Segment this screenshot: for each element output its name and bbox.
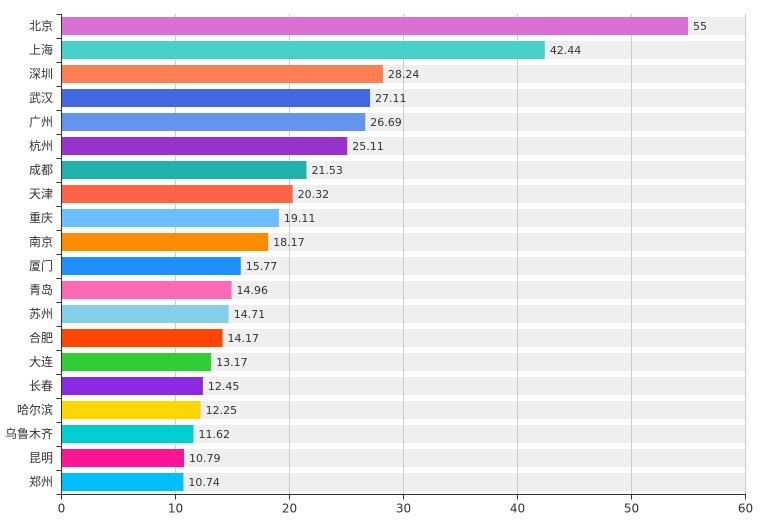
category-label: 乌鲁木齐 [5, 426, 53, 441]
x-tick-label: 40 [510, 502, 525, 516]
category-label: 重庆 [29, 211, 53, 225]
value-label: 10.79 [189, 452, 221, 465]
category-label: 南京 [29, 234, 53, 249]
bars-group [61, 17, 688, 491]
x-tick-label: 10 [168, 502, 183, 516]
x-tick-label: 50 [624, 502, 639, 516]
bar-合肥 [61, 329, 223, 347]
value-label: 10.74 [188, 476, 220, 489]
value-labels-group: 55 42.44 28.24 27.11 26.69 25.11 21.53 20.32 19.… [188, 20, 707, 489]
bar-上海 [61, 41, 545, 59]
category-label: 昆明 [29, 451, 53, 465]
value-label: 28.24 [388, 68, 420, 81]
category-label: 天津 [29, 187, 53, 201]
value-label: 20.32 [298, 188, 330, 201]
bar-苏州 [61, 305, 229, 323]
bar-乌鲁木齐 [61, 425, 194, 443]
category-label: 上海 [29, 42, 53, 57]
bar-天津 [61, 185, 293, 203]
category-label: 深圳 [29, 67, 53, 81]
value-label: 13.17 [216, 356, 248, 369]
value-label: 27.11 [375, 92, 407, 105]
category-label: 哈尔滨 [17, 402, 53, 417]
bar-南京 [61, 233, 269, 251]
category-label: 青岛 [29, 282, 53, 297]
y-axis: 北京上海深圳武汉广州杭州成都天津重庆南京厦门青岛苏州合肥大连长春哈尔滨乌鲁木齐昆… [5, 14, 62, 495]
category-label: 北京 [29, 19, 53, 33]
value-label: 14.96 [237, 284, 269, 297]
category-label: 长春 [29, 379, 53, 393]
grid-group [175, 14, 746, 494]
value-label: 15.77 [246, 260, 278, 273]
category-label: 广州 [29, 115, 53, 129]
category-label: 成都 [29, 163, 53, 177]
x-tick-label: 30 [396, 502, 411, 516]
bar-长春 [61, 377, 203, 395]
category-label: 杭州 [29, 138, 53, 153]
value-label: 11.62 [198, 428, 230, 441]
bar-成都 [61, 161, 307, 179]
value-label: 12.25 [206, 404, 238, 417]
x-axis: 0 10 20 30 40 50 60 [58, 494, 753, 516]
bar-青岛 [61, 281, 232, 299]
value-label: 18.17 [273, 236, 305, 249]
value-label: 12.45 [208, 380, 240, 393]
category-label: 苏州 [29, 307, 53, 321]
value-label: 14.71 [234, 308, 266, 321]
value-label: 21.53 [311, 164, 343, 177]
x-tick-label: 0 [58, 502, 66, 516]
bar-哈尔滨 [61, 401, 201, 419]
value-label: 25.11 [352, 140, 384, 153]
bar-广州 [61, 113, 366, 131]
bar-北京 [61, 17, 688, 35]
value-label: 42.44 [550, 44, 582, 57]
value-label: 14.17 [228, 332, 260, 345]
category-label: 郑州 [29, 474, 53, 489]
category-label: 合肥 [29, 330, 53, 345]
bar-大连 [61, 353, 212, 371]
x-tick-label: 20 [282, 502, 297, 516]
bar-厦门 [61, 257, 241, 275]
value-label: 55 [693, 20, 707, 33]
value-label: 26.69 [370, 116, 402, 129]
bar-郑州 [61, 473, 184, 491]
x-tick-label: 60 [738, 502, 753, 516]
bar-深圳 [61, 65, 383, 83]
bar-重庆 [61, 209, 279, 227]
bar-杭州 [61, 137, 348, 155]
bar-武汉 [61, 89, 371, 107]
category-label: 大连 [29, 354, 53, 369]
category-label: 武汉 [29, 91, 53, 105]
bar-昆明 [61, 449, 185, 467]
value-label: 19.11 [284, 212, 316, 225]
category-label: 厦门 [29, 258, 53, 273]
